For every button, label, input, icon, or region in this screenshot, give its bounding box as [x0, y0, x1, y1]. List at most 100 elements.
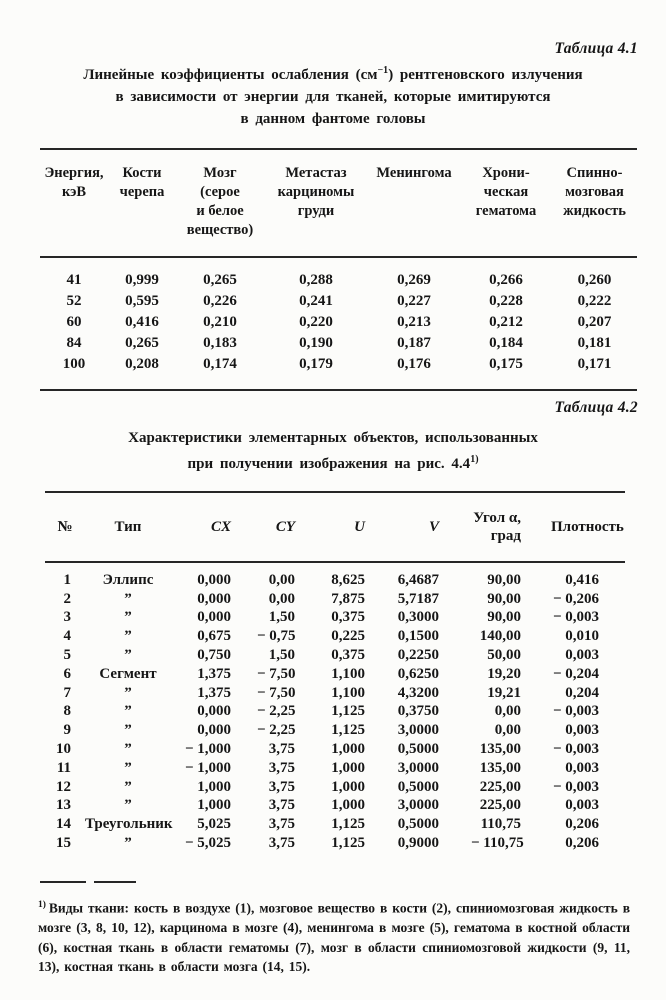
table-cell: 3,0000: [397, 759, 439, 776]
table-cell: ”: [124, 703, 132, 720]
footnote: 1) Виды ткани: кость в воздухе (1), мозго…: [38, 896, 630, 977]
table-cell: 1,000: [331, 797, 365, 814]
table-cell: 6: [63, 665, 72, 682]
table-cell: 100: [62, 356, 86, 372]
phantom-objects-table: № Тип CX CY U V Угол α, град Плотность 1…: [45, 491, 625, 853]
table-cell: 1,375: [197, 684, 231, 701]
table-cell: 8: [63, 703, 72, 720]
table-cell: ”: [124, 628, 132, 645]
footnote-separator: [40, 881, 136, 883]
table2-title: Характеристики элементарных объектов, ис…: [0, 427, 666, 475]
table-cell: 0,269: [397, 272, 431, 288]
table-cell: 0,3750: [397, 703, 439, 720]
table-cell: Эллипс: [102, 571, 154, 588]
table-cell: 9: [63, 722, 72, 739]
table-cell: 0,176: [397, 356, 431, 372]
table-cell: 1,125: [331, 816, 365, 833]
column-header: Энергия, кэВ: [44, 165, 104, 200]
table-cell: 0,210: [203, 314, 237, 330]
table-cell: 0,00: [268, 590, 295, 607]
table-cell: 0,265: [203, 272, 237, 288]
table-cell: 1,125: [331, 722, 365, 739]
table-cell: Треугольник: [85, 816, 173, 833]
table-cell: 0,183: [203, 335, 237, 351]
table-cell: 0,208: [125, 356, 159, 372]
table-cell: 0,5000: [397, 778, 439, 795]
table-cell: 135,00: [479, 741, 521, 758]
table-cell: 0,1500: [397, 628, 439, 645]
table-cell: 0,375: [331, 647, 365, 664]
table-cell: 0,204: [565, 684, 599, 701]
table-cell: ”: [124, 684, 132, 701]
table-cell: 140,00: [479, 628, 521, 645]
table-row: 12 ” 1,000 3,75 1,000 0,5000 225,00 − 0,003: [45, 778, 625, 797]
table-cell: 4: [63, 628, 72, 645]
table-cell: ”: [124, 778, 132, 795]
table-cell: 1,125: [331, 835, 365, 852]
table-cell: 0,375: [331, 609, 365, 626]
table-cell: 1,000: [331, 759, 365, 776]
table-cell: 7: [63, 684, 72, 701]
footnote-ref: 1): [470, 454, 479, 465]
column-header: Кости черепа: [119, 165, 165, 200]
column-header: Хрони- ческая гематома: [475, 165, 537, 219]
table-cell: 1,000: [331, 778, 365, 795]
table-cell: 0,212: [489, 314, 523, 330]
column-header: Угол α, град: [473, 510, 521, 544]
table-cell: ”: [124, 797, 132, 814]
table-cell: 0,222: [577, 293, 612, 309]
table-cell: 1,000: [197, 778, 231, 795]
table-cell: − 110,75: [471, 835, 524, 852]
table-cell: 8,625: [331, 571, 365, 588]
table-cell: 0,750: [197, 647, 231, 664]
table-cell: 5,7187: [397, 590, 439, 607]
table-row: 9 ” 0,000 − 2,25 1,125 3,0000 0,00 0,003: [45, 721, 625, 740]
table-cell: 0,2250: [397, 647, 439, 664]
table-row: 52 0,595 0,226 0,241 0,227 0,228 0,222: [40, 291, 637, 312]
table-row: 60 0,416 0,210 0,220 0,213 0,212 0,207: [40, 312, 637, 333]
table-cell: 0,174: [203, 356, 237, 372]
table-cell: 90,00: [487, 571, 521, 588]
table-cell: 13: [56, 797, 71, 814]
table2-caption: Таблица 4.2: [554, 399, 638, 416]
table-row: 100 0,208 0,174 0,179 0,176 0,175 0,171: [40, 354, 637, 390]
table-cell: 5: [63, 647, 72, 664]
table-cell: 3,75: [268, 835, 295, 852]
table-cell: 60: [66, 314, 82, 330]
column-header: V: [428, 519, 439, 535]
table-cell: 0,220: [299, 314, 333, 330]
table-cell: 0,225: [331, 628, 365, 645]
table-cell: 0,206: [565, 816, 599, 833]
table-row: 84 0,265 0,183 0,190 0,187 0,184 0,181: [40, 333, 637, 354]
table-cell: 0,416: [565, 571, 599, 588]
column-header: CX: [210, 519, 231, 535]
table-cell: 0,000: [197, 703, 231, 720]
table-cell: 0,175: [489, 356, 523, 372]
table-cell: 0,00: [268, 571, 295, 588]
column-header: CY: [275, 519, 295, 535]
title-text: Линейные коэффициенты ослабления (см: [83, 67, 378, 83]
column-header: U: [354, 519, 365, 535]
table-cell: 0,00: [494, 703, 521, 720]
table-cell: 3,0000: [397, 797, 439, 814]
column-header: Мозг (серое и белое вещество): [186, 165, 254, 238]
column-header: Спинно- мозговая жидкость: [563, 165, 626, 219]
table-cell: 0,010: [565, 628, 599, 645]
table-cell: 0,228: [489, 293, 523, 309]
table-cell: 0,179: [299, 356, 333, 372]
table-cell: 90,00: [487, 609, 521, 626]
table-cell: 50,00: [487, 647, 521, 664]
column-header: Метастаз карциномы груди: [277, 165, 355, 219]
table-cell: 0,288: [299, 272, 333, 288]
table-cell: 6,4687: [397, 571, 439, 588]
table-cell: 10: [56, 741, 71, 758]
table-cell: 0,000: [197, 722, 231, 739]
table-cell: 7,875: [331, 590, 365, 607]
title-text: при получении изображения на рис. 4.4: [187, 456, 471, 472]
table-cell: 90,00: [487, 590, 521, 607]
table-cell: 1,50: [268, 609, 295, 626]
table-cell: 0,595: [125, 293, 159, 309]
table-cell: ”: [124, 609, 132, 626]
table-cell: 1,000: [331, 741, 365, 758]
table2-body: 1 Эллипс 0,000 0,00 8,625 6,4687 90,00 0,416 2” 0…: [45, 562, 625, 853]
